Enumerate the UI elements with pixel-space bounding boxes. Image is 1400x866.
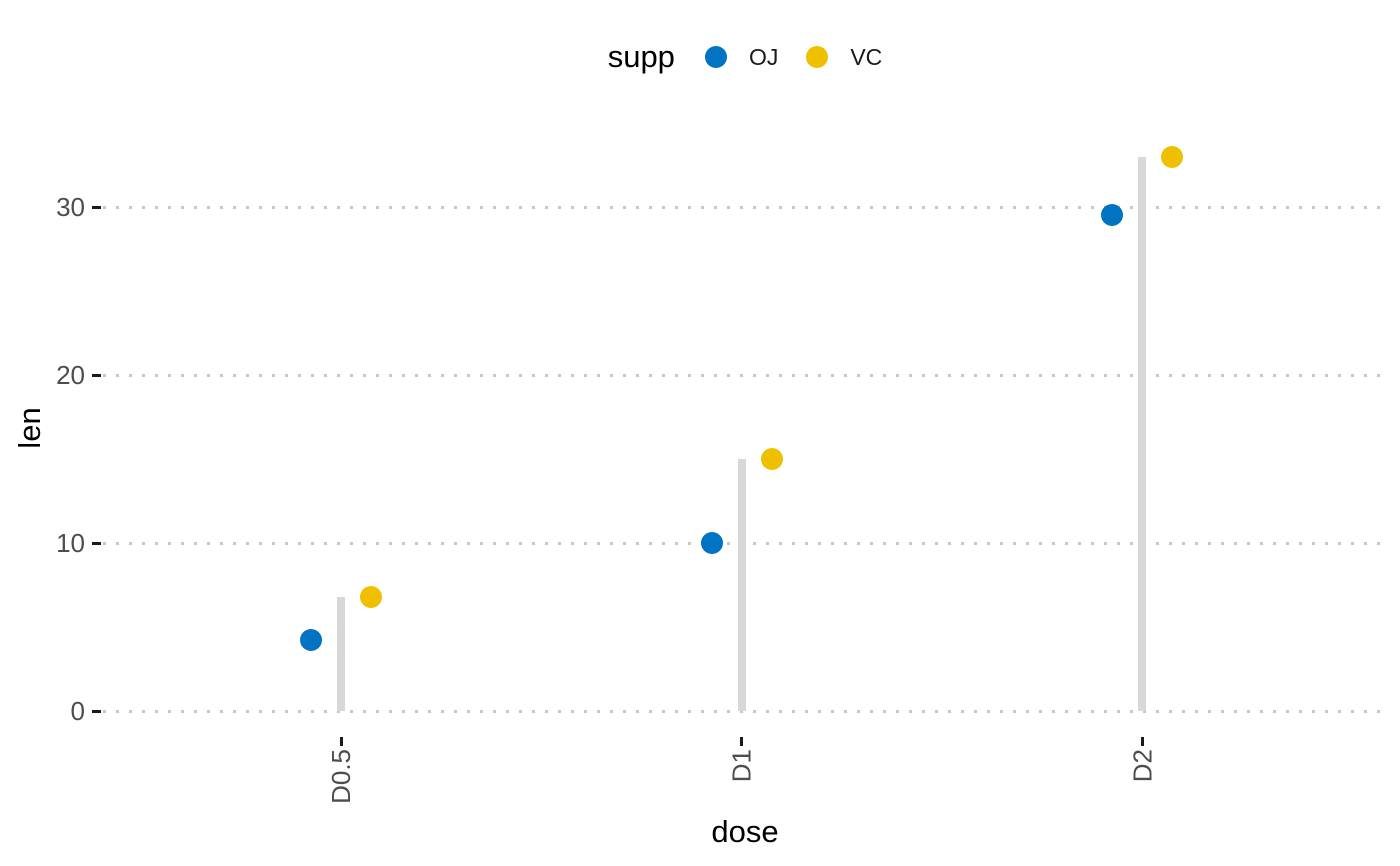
legend-label-oj: OJ <box>748 43 779 70</box>
data-point-oj <box>300 629 322 652</box>
legend: supp OJ VC <box>100 34 1390 80</box>
data-point-vc <box>760 448 783 470</box>
y-tick-label: 20 <box>56 360 85 390</box>
y-tick-label: 0 <box>70 696 85 726</box>
legend-item-oj: OJ <box>704 43 779 71</box>
oj-point-swatch-icon <box>704 46 727 68</box>
y-tick <box>92 710 101 713</box>
x-tick-label: D2 <box>1127 749 1157 783</box>
data-point-vc <box>360 585 382 608</box>
x-tick-label: D1 <box>726 749 757 783</box>
y-tick-label: 10 <box>56 528 85 558</box>
x-tick <box>1140 737 1144 746</box>
x-tick-label: D0.5 <box>326 749 356 804</box>
data-point-oj <box>700 532 723 554</box>
data-point-vc <box>1161 145 1183 168</box>
legend-label-vc: VC <box>850 43 883 70</box>
gridline <box>103 542 1390 545</box>
lollipop-stem <box>1138 156 1146 711</box>
y-tick <box>92 542 101 545</box>
x-tick <box>740 737 743 746</box>
x-tick <box>339 737 343 746</box>
lollipop-stem <box>737 459 746 711</box>
data-point-oj <box>1101 204 1123 227</box>
y-tick-label: 30 <box>56 192 85 222</box>
y-tick <box>92 206 101 209</box>
legend-title: supp <box>607 39 675 74</box>
gridline <box>103 206 1390 209</box>
y-tick <box>92 374 101 377</box>
x-axis-title: dose <box>711 814 779 849</box>
legend-item-vc: VC <box>806 44 882 71</box>
gridline <box>103 710 1390 713</box>
y-axis-title: len <box>12 407 47 449</box>
vc-point-swatch-icon <box>806 46 829 68</box>
lollipop-stem <box>337 596 345 711</box>
gridline <box>103 374 1390 377</box>
